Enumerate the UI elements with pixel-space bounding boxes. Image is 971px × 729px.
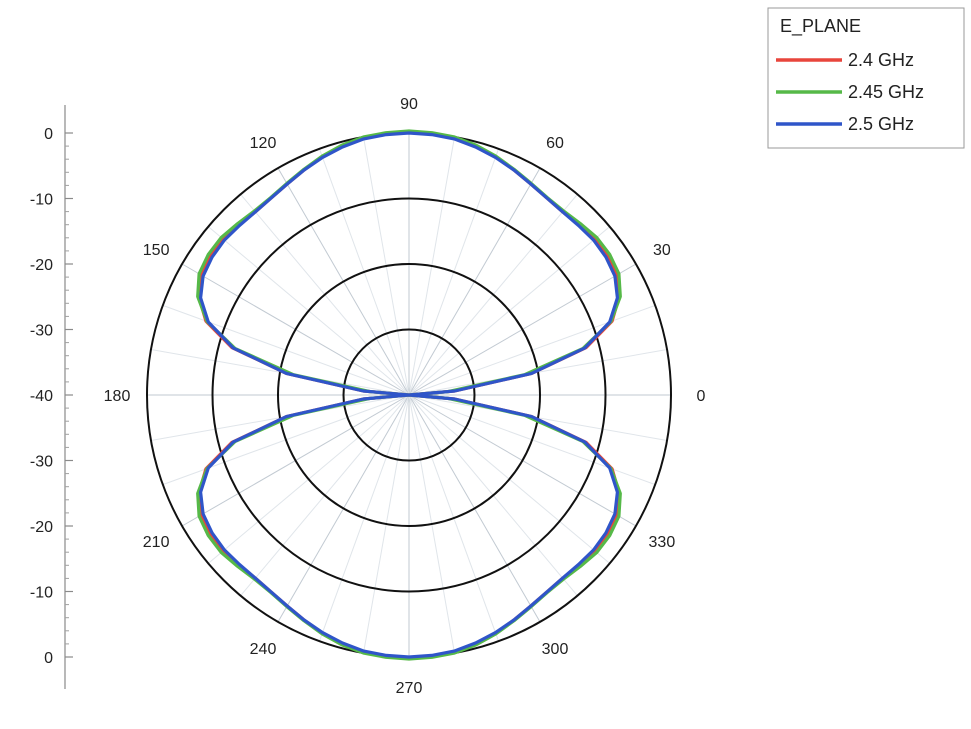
angle-label: 240 — [250, 641, 277, 658]
legend-items: 2.4 GHz 2.45 GHz 2.5 GHz — [776, 50, 924, 134]
angle-label: 270 — [396, 680, 423, 697]
grid-circle — [277, 263, 541, 527]
angle-label: 330 — [649, 534, 676, 551]
radial-tick-label: -20 — [30, 519, 53, 536]
angle-label: 120 — [250, 135, 277, 152]
legend: E_PLANE 2.4 GHz 2.45 GHz 2.5 GHz — [767, 7, 965, 149]
angle-label: 0 — [697, 388, 706, 405]
angle-label: 210 — [143, 534, 170, 551]
legend-label: 2.5 GHz — [848, 114, 914, 134]
radial-tick-label: -10 — [30, 585, 53, 602]
angle-label: 180 — [104, 388, 131, 405]
radial-tick-label: -30 — [30, 454, 53, 471]
legend-label: 2.4 GHz — [848, 50, 914, 70]
legend-label: 2.45 GHz — [848, 82, 924, 102]
radial-tick-label: -10 — [30, 192, 53, 209]
radial-tick-label: 0 — [44, 650, 53, 667]
angle-label: 30 — [653, 242, 671, 259]
grid-circle — [342, 328, 476, 462]
angle-label: 150 — [143, 242, 170, 259]
series-layer — [196, 129, 622, 661]
radial-tick-label: 0 — [44, 126, 53, 143]
radial-tick-label: -20 — [30, 257, 53, 274]
grid-circle — [211, 197, 607, 593]
angle-label: 90 — [400, 96, 418, 113]
legend-title: E_PLANE — [780, 16, 861, 37]
radial-tick-label: -40 — [30, 388, 53, 405]
radial-axis: 0 -10 -20 -30 -40 0 -10 -20 -30 — [30, 105, 73, 689]
series-line — [199, 131, 619, 659]
angle-labels: 0 30 60 90 120 150 180 210 240 270 300 330 — [104, 96, 706, 697]
angle-label: 300 — [542, 641, 569, 658]
radial-tick-label: -30 — [30, 323, 53, 340]
angle-label: 60 — [546, 135, 564, 152]
